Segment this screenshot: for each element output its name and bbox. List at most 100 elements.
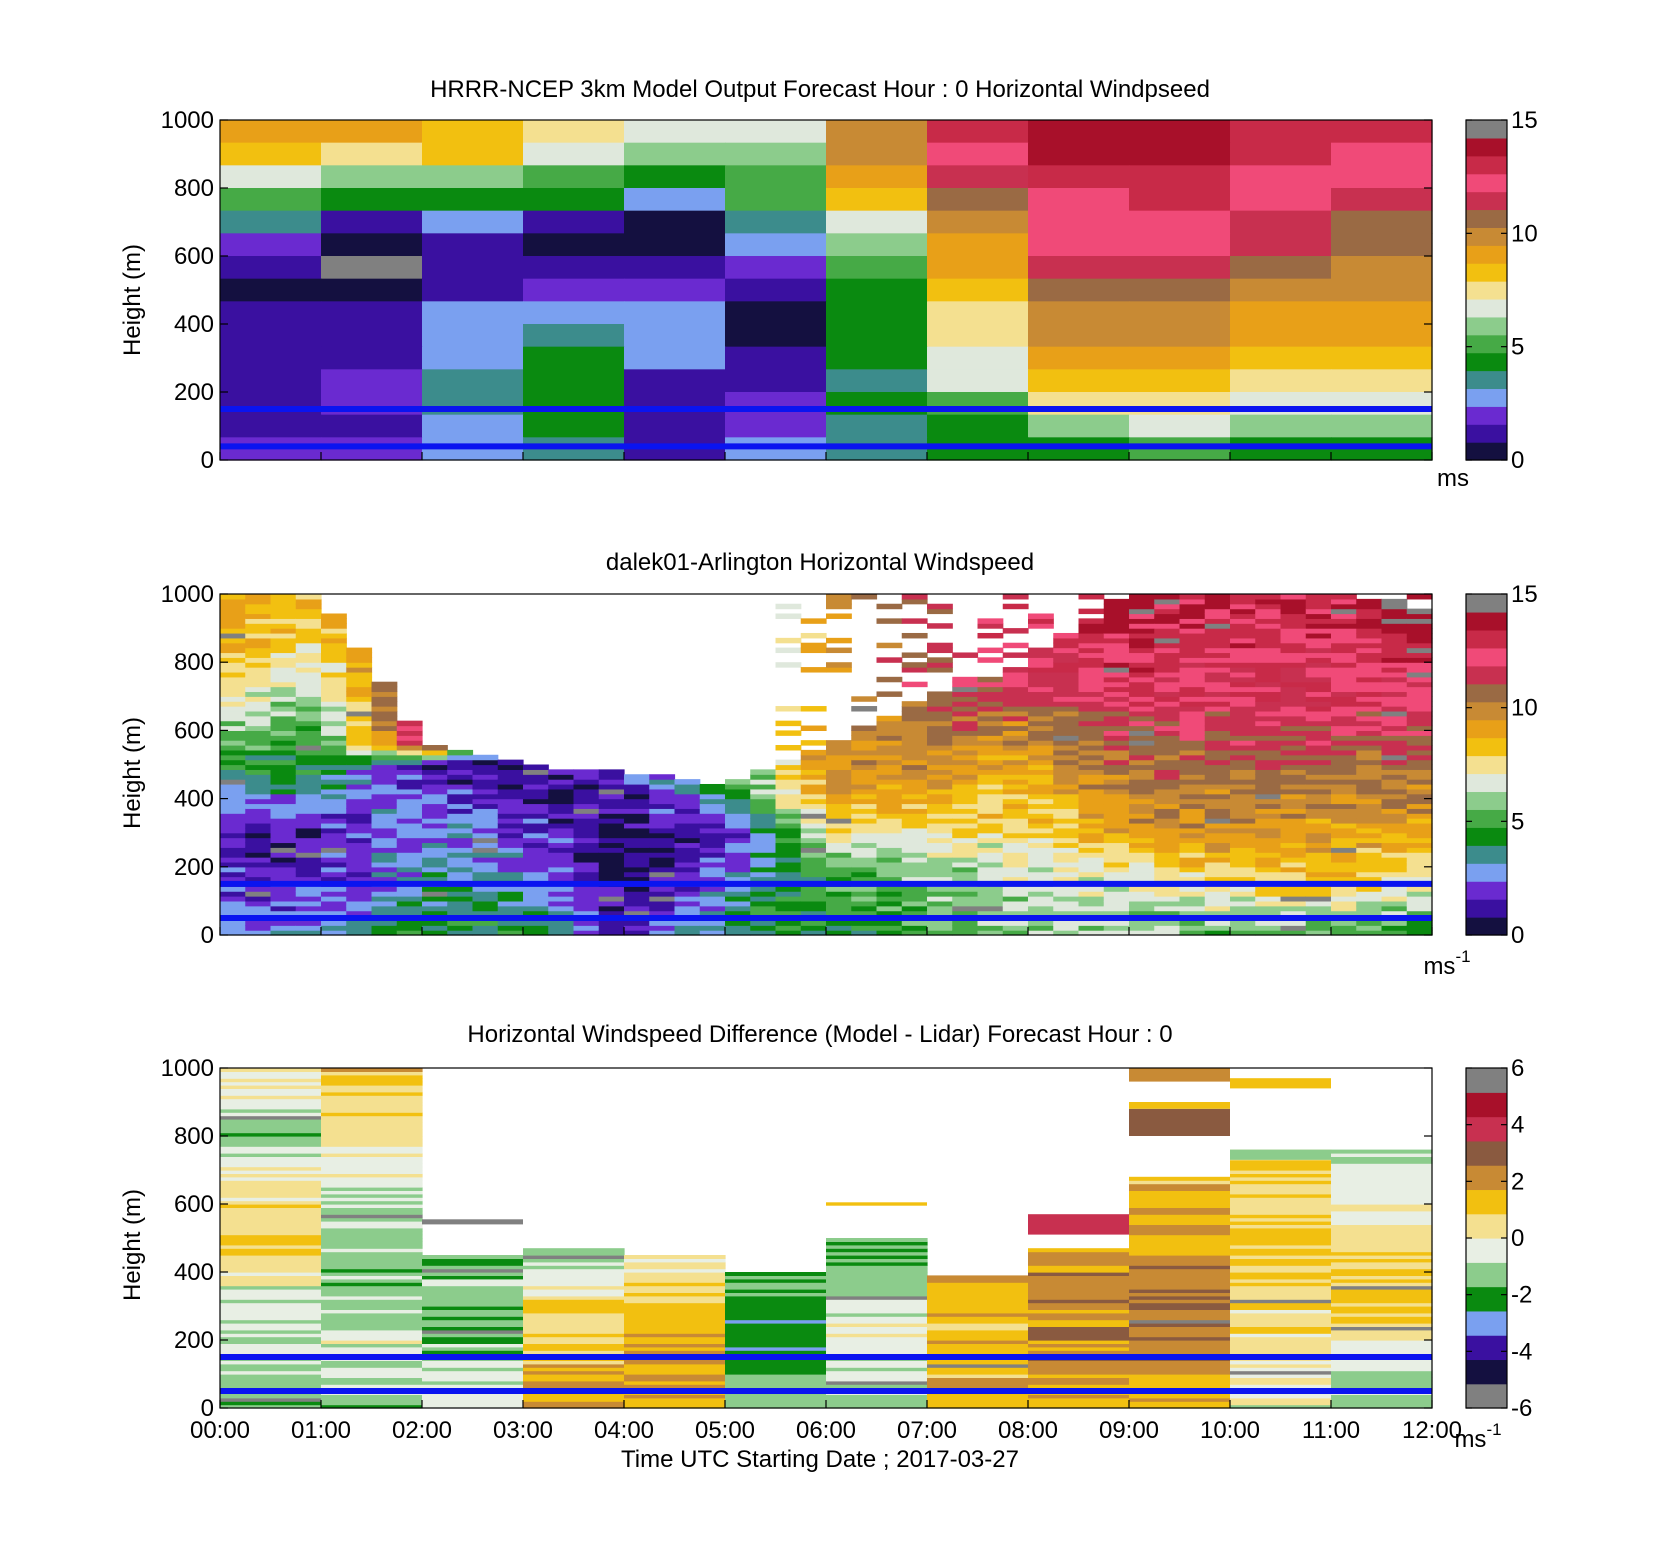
lidar-cell bbox=[1406, 691, 1433, 697]
lidar-cell bbox=[624, 930, 650, 936]
difference-cell bbox=[1331, 1285, 1433, 1290]
lidar-cell bbox=[1078, 735, 1105, 741]
lidar-cell bbox=[1280, 798, 1307, 805]
lidar-cell bbox=[1230, 667, 1256, 673]
difference-cell bbox=[1230, 1350, 1332, 1355]
lidar-cell bbox=[523, 900, 549, 907]
lidar-cell bbox=[245, 910, 272, 917]
lidar-cell bbox=[1103, 842, 1130, 848]
lidar-cell bbox=[901, 730, 928, 736]
lidar-cell bbox=[396, 920, 423, 926]
lidar-cell bbox=[1356, 745, 1383, 751]
lidar-cell bbox=[220, 876, 246, 883]
lidar-cell bbox=[1204, 637, 1231, 644]
lidar-cell bbox=[1230, 608, 1256, 615]
lidar-cell bbox=[1280, 774, 1307, 780]
difference-cell bbox=[220, 1285, 322, 1290]
lidar-cell bbox=[1053, 857, 1080, 863]
lidar-cell bbox=[800, 857, 827, 863]
lidar-cell bbox=[1179, 764, 1206, 770]
model-cell bbox=[1028, 346, 1130, 370]
lidar-cell bbox=[1103, 730, 1130, 736]
lidar-cell bbox=[472, 837, 499, 844]
lidar-cell bbox=[245, 603, 272, 610]
lidar-cell bbox=[573, 827, 600, 834]
lidar-cell bbox=[245, 701, 272, 707]
lidar-cell bbox=[371, 749, 398, 756]
y-tick-label: 0 bbox=[201, 1395, 214, 1422]
difference-cell bbox=[927, 1316, 1029, 1321]
lidar-cell bbox=[548, 822, 575, 829]
lidar-cell bbox=[295, 818, 322, 824]
difference-cell bbox=[1028, 1343, 1130, 1348]
lidar-cell bbox=[245, 896, 272, 902]
lidar-cell bbox=[497, 886, 524, 892]
difference-cell bbox=[725, 1397, 827, 1402]
lidar-cell bbox=[952, 813, 979, 819]
lidar-cell bbox=[346, 842, 373, 848]
lidar-cell bbox=[876, 896, 903, 902]
lidar-cell bbox=[1381, 730, 1408, 736]
lidar-cell bbox=[1204, 623, 1231, 629]
difference-cell bbox=[220, 1343, 322, 1348]
lidar-cell bbox=[876, 891, 903, 897]
lidar-cell bbox=[270, 623, 297, 629]
lidar-cell bbox=[1280, 745, 1307, 751]
difference-cell bbox=[523, 1316, 625, 1321]
lidar-cell bbox=[346, 745, 373, 751]
lidar-cell bbox=[245, 657, 272, 663]
lidar-cell bbox=[826, 813, 852, 819]
lidar-cell bbox=[927, 891, 953, 897]
lidar-cell bbox=[1154, 842, 1181, 848]
lidar-cell bbox=[649, 896, 676, 902]
difference-cell bbox=[422, 1370, 524, 1375]
lidar-cell bbox=[472, 813, 499, 819]
lidar-cell bbox=[1179, 598, 1206, 605]
lidar-cell bbox=[876, 847, 903, 853]
lidar-cell bbox=[1154, 876, 1181, 883]
lidar-cell bbox=[800, 754, 827, 761]
difference-cell bbox=[523, 1268, 625, 1273]
lidar-cell bbox=[1154, 628, 1181, 634]
lidar-cell bbox=[295, 910, 322, 917]
lidar-cell bbox=[1179, 920, 1206, 926]
lidar-cell bbox=[674, 818, 701, 824]
difference-cell bbox=[1129, 1255, 1231, 1259]
model-cell bbox=[321, 165, 423, 189]
model-cell bbox=[725, 142, 827, 166]
difference-cell bbox=[321, 1102, 423, 1106]
lidar-cell bbox=[1154, 886, 1181, 892]
lidar-cell bbox=[270, 788, 297, 795]
difference-cell bbox=[725, 1299, 827, 1304]
lidar-cell bbox=[1103, 603, 1130, 610]
lidar-cell bbox=[901, 813, 928, 819]
lidar-cell bbox=[1179, 886, 1206, 892]
lidar-cell bbox=[1078, 827, 1105, 834]
lidar-cell bbox=[725, 818, 751, 824]
lidar-cell bbox=[876, 676, 903, 683]
lidar-cell bbox=[1280, 793, 1307, 800]
lidar-cell bbox=[598, 925, 625, 931]
lidar-cell bbox=[901, 667, 928, 673]
lidar-cell bbox=[1179, 701, 1206, 707]
difference-cell bbox=[927, 1312, 1029, 1317]
difference-cell bbox=[523, 1285, 625, 1290]
lidar-cell bbox=[1053, 852, 1080, 858]
lidar-cell bbox=[1154, 813, 1181, 819]
lidar-cell bbox=[1179, 652, 1206, 658]
lidar-cell bbox=[927, 803, 953, 809]
lidar-cell bbox=[699, 847, 726, 853]
lidar-cell bbox=[1356, 822, 1383, 829]
lidar-cell bbox=[573, 852, 600, 858]
lidar-cell bbox=[851, 920, 878, 926]
lidar-cell bbox=[1280, 759, 1307, 766]
difference-cell bbox=[220, 1173, 322, 1178]
lidar-cell bbox=[220, 837, 246, 844]
model-cell bbox=[422, 278, 524, 302]
difference-cell bbox=[1331, 1255, 1433, 1259]
difference-cell bbox=[1129, 1238, 1231, 1242]
lidar-cell bbox=[1356, 754, 1383, 761]
lidar-cell bbox=[1179, 803, 1206, 809]
difference-cell bbox=[422, 1340, 524, 1344]
lidar-cell bbox=[1053, 847, 1080, 853]
